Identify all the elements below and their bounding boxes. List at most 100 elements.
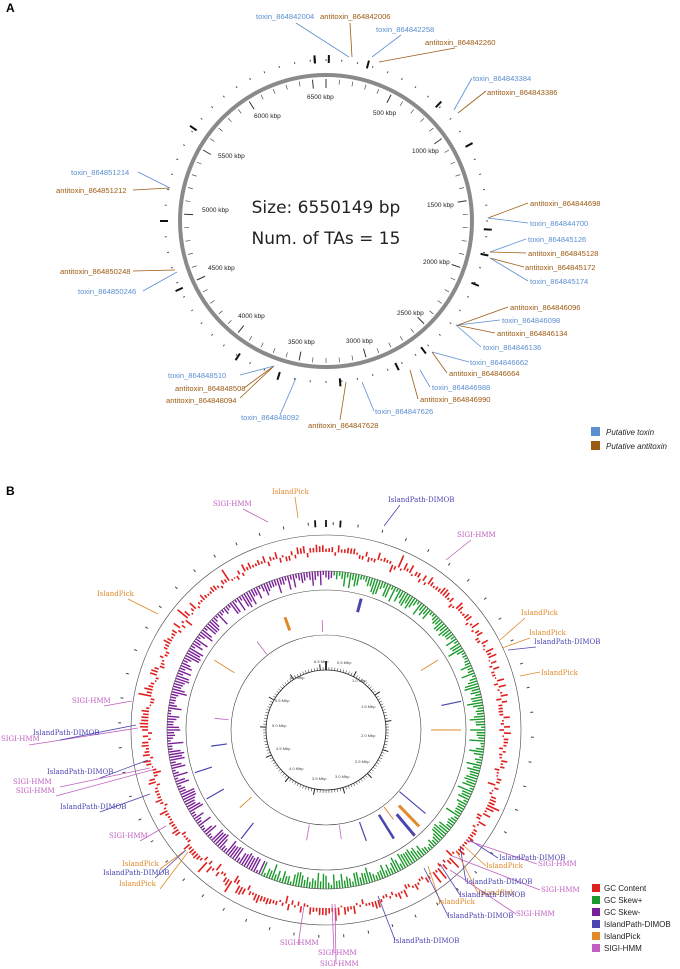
skew-bar (305, 572, 308, 578)
skew-bar (292, 874, 296, 886)
outer-dot (400, 77, 403, 81)
skew-bar (190, 811, 196, 815)
tick-mark (202, 149, 212, 155)
legend-swatch-islandpath (592, 920, 600, 928)
skew-bar (203, 627, 208, 632)
island-segment (358, 821, 367, 842)
skew-bar (314, 880, 317, 889)
leader-line (457, 306, 509, 326)
gc-bar (486, 804, 500, 812)
skew-bar (473, 752, 484, 756)
island-label: SIGI-HMM (320, 960, 359, 968)
inner-tick (266, 749, 270, 751)
skew-bar (229, 846, 239, 858)
skew-bar (231, 600, 241, 613)
inner-tick (369, 686, 372, 689)
outer-dot (222, 344, 225, 347)
gc-bar (469, 623, 473, 627)
tick-mark (450, 161, 456, 165)
gc-bar (208, 860, 213, 865)
inner-tick (269, 757, 273, 760)
inner-tick (355, 781, 358, 785)
leader-line (339, 381, 347, 421)
gc-bar (496, 778, 502, 782)
gc-bar (496, 678, 505, 682)
tick-mark (420, 118, 425, 123)
gc-bar (427, 577, 434, 585)
skew-bar (370, 578, 376, 593)
skew-bar (193, 812, 204, 820)
inner-tick (358, 780, 361, 784)
outer-dot (182, 295, 186, 298)
kbp-label: 5000 kbp (202, 207, 229, 214)
gc-bar (337, 907, 340, 916)
outer-dot (386, 71, 389, 74)
gc-bar (476, 816, 481, 820)
outer-dot (438, 106, 441, 109)
gc-bar (423, 581, 427, 586)
skew-bar (335, 881, 338, 889)
skew-bar (213, 617, 219, 623)
skew-bar (186, 801, 196, 808)
skew-bar (221, 609, 225, 613)
gc-bar (148, 684, 154, 688)
gc-bar (491, 671, 495, 674)
skew-bar (416, 850, 423, 858)
island-labels: IslandPick SIGI-HMM IslandPath-DIMOB SIG… (1, 488, 600, 968)
skew-bar (348, 878, 352, 888)
tick-mark (444, 149, 450, 153)
gc-bar (181, 831, 187, 836)
skew-bar (180, 788, 195, 796)
outer-dot (222, 95, 225, 98)
gc-bar (496, 698, 502, 701)
gc-bar (501, 700, 508, 703)
island-label: SIGI-HMM (72, 697, 111, 705)
island-segment (256, 641, 268, 655)
inner-tick (278, 769, 281, 772)
ta-gene-mark (394, 362, 400, 371)
inner-tick (282, 773, 285, 776)
leader-line (99, 759, 149, 779)
skew-bar (184, 657, 192, 662)
gc-bar (254, 563, 258, 567)
gc-bar (474, 637, 479, 641)
tick-mark (185, 200, 191, 202)
skew-bar (416, 600, 421, 605)
skew-bar (362, 575, 366, 580)
skew-bar (168, 749, 181, 753)
tick-mark (248, 101, 255, 110)
skew-bar (342, 572, 347, 587)
skew-bar (454, 816, 459, 820)
gc-bar (236, 570, 241, 575)
tick-mark (455, 174, 461, 177)
gc-bar (265, 898, 269, 905)
skew-bar (471, 688, 480, 692)
inner-tick (299, 784, 302, 788)
skew-bar (181, 662, 191, 668)
inner-tick (296, 673, 299, 677)
tick-mark (376, 89, 380, 94)
tick-mark (191, 265, 197, 268)
leader-line (59, 767, 151, 788)
legend-swatch-antitoxin (591, 441, 600, 450)
ta-label: antitoxin_864851212 (56, 186, 127, 195)
tick-mark (399, 101, 404, 106)
skew-bar (265, 868, 271, 878)
outer-dot (249, 361, 252, 365)
skew-bar (431, 615, 437, 621)
gc-bar (157, 795, 162, 799)
ta-label: antitoxin_864843386 (487, 88, 558, 97)
ta-label: toxin_864851214 (71, 168, 129, 177)
skew-bar (265, 582, 271, 592)
leader-line (489, 257, 525, 268)
gc-bar (403, 889, 409, 898)
tick-mark (298, 81, 301, 87)
skew-bar (182, 792, 197, 801)
leader-line (439, 863, 461, 896)
skew-bar (241, 594, 250, 607)
gc-bar (437, 588, 442, 593)
gc-bar (485, 807, 494, 813)
inner-tick (319, 664, 321, 671)
gc-bar (487, 781, 496, 786)
skew-bar (195, 638, 208, 648)
